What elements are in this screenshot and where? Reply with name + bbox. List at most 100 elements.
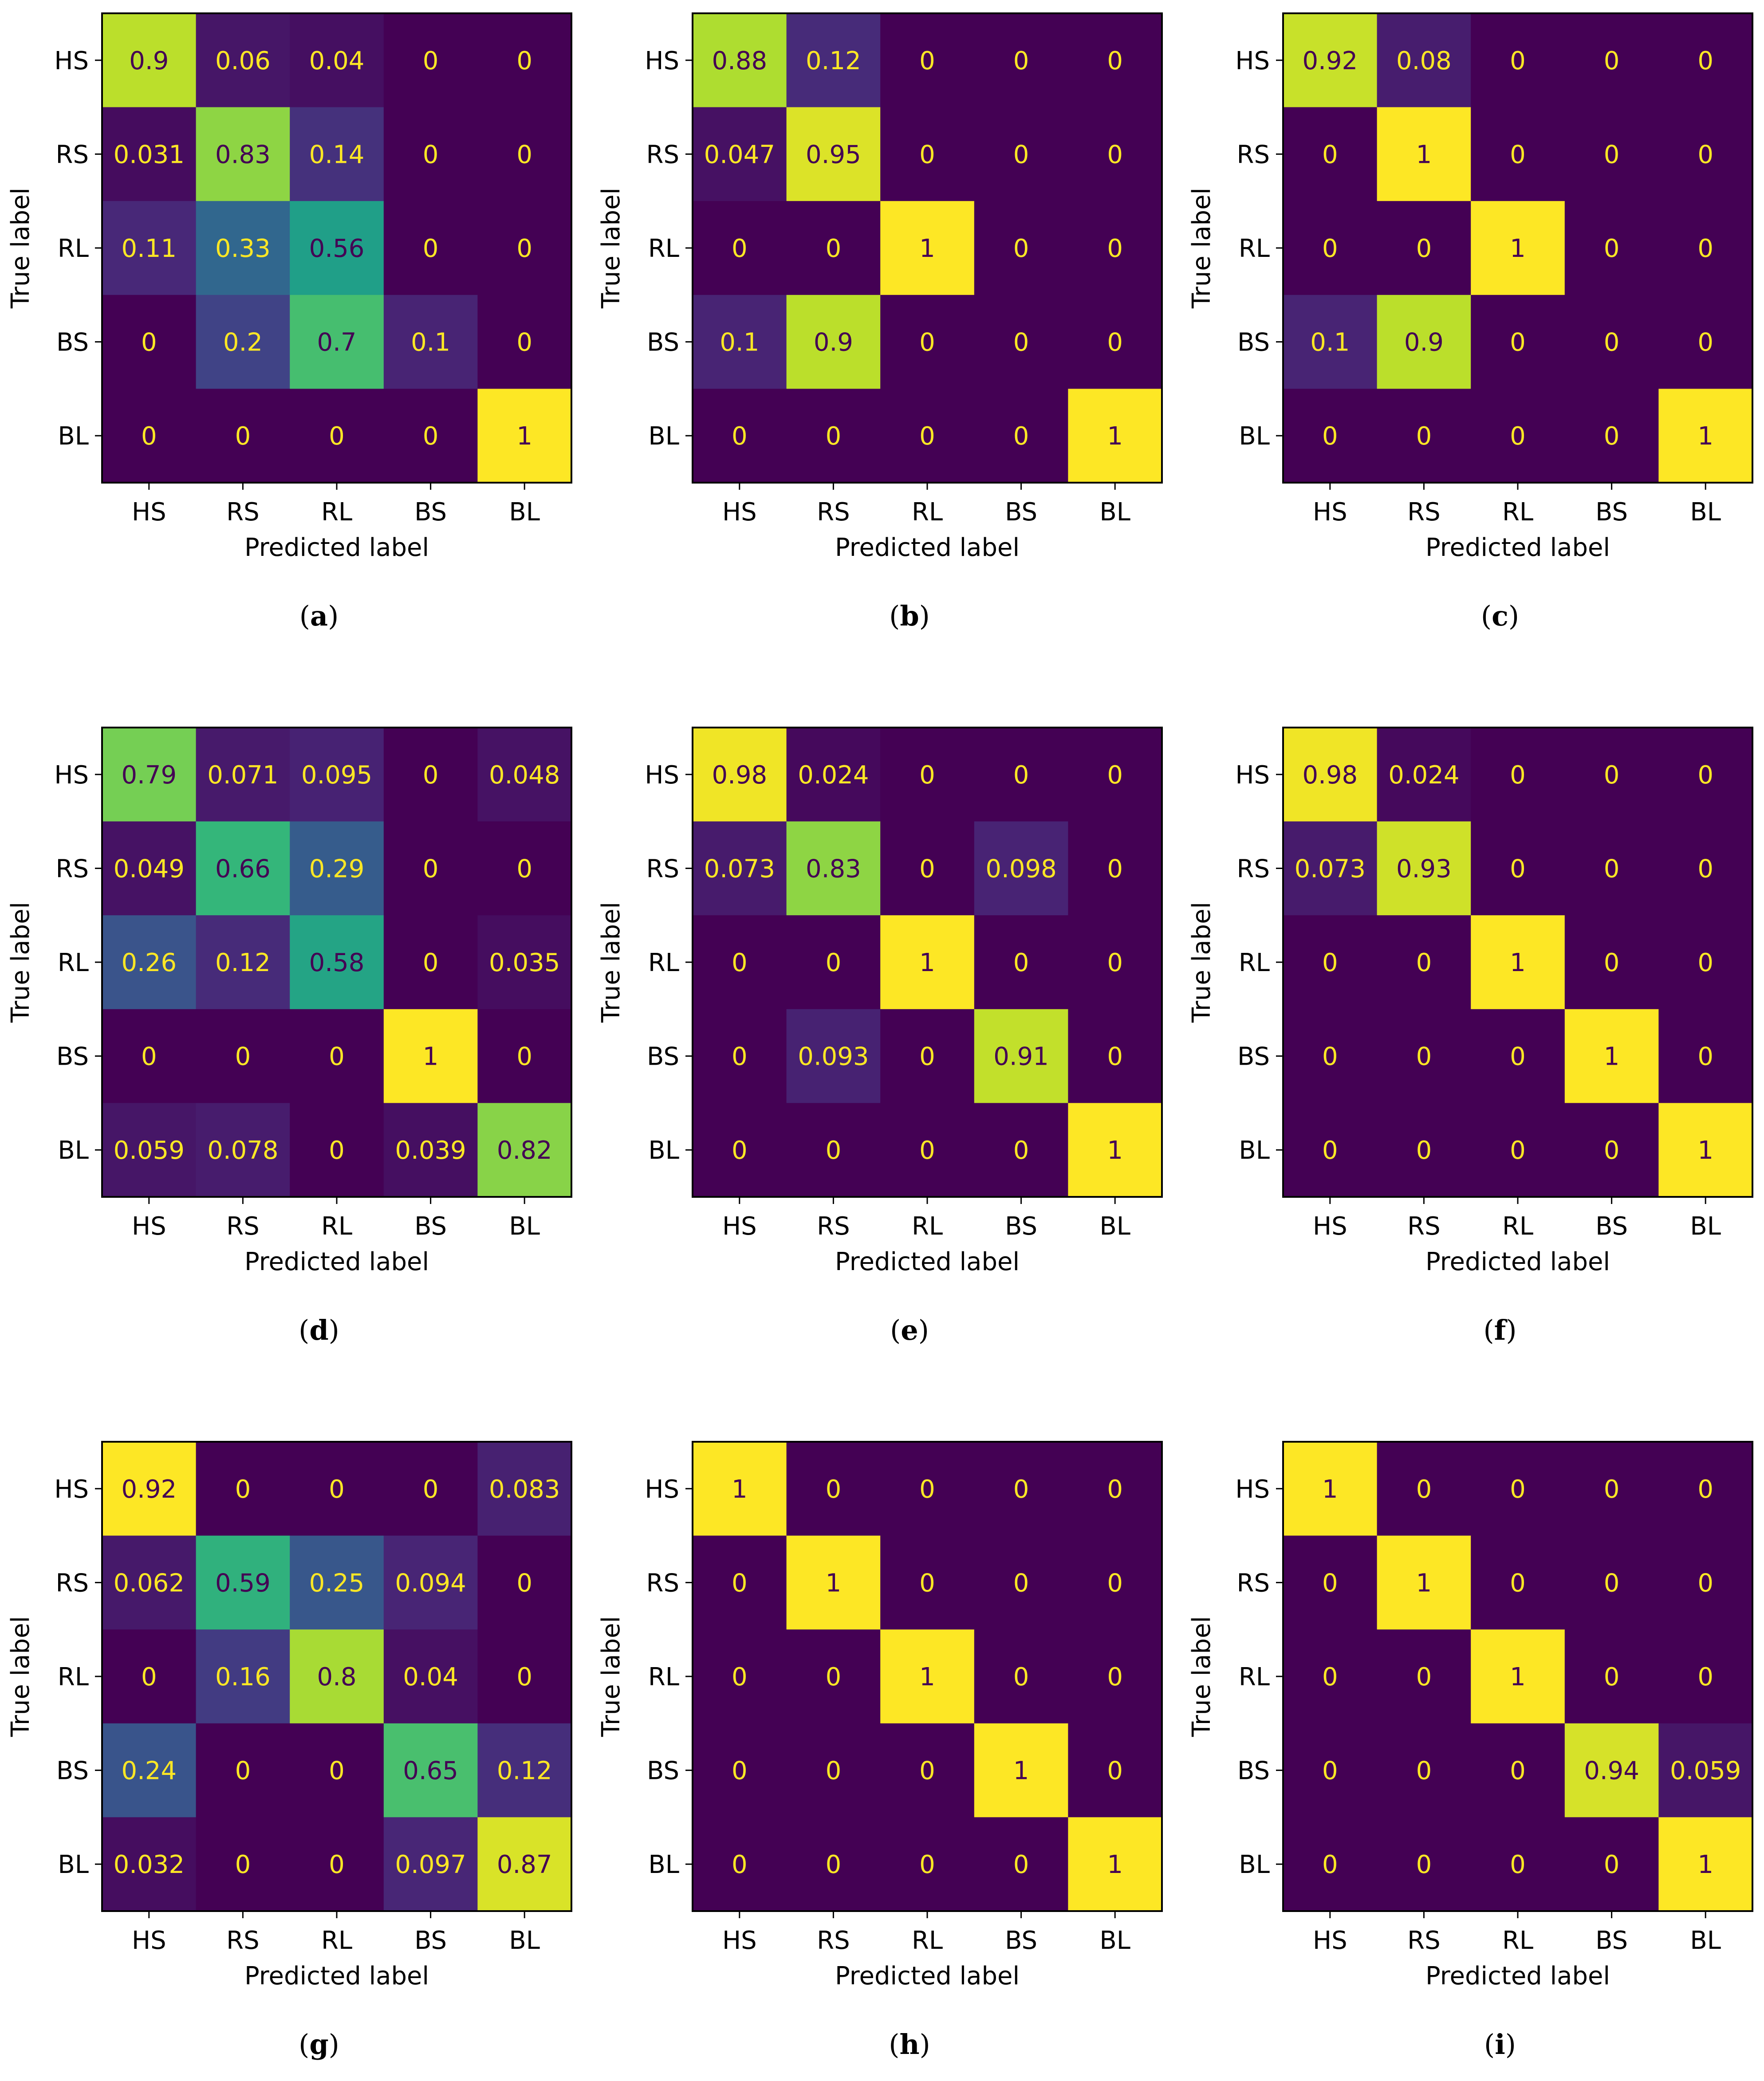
heatmap-cell [1377, 915, 1471, 1010]
heatmap-cell [477, 1817, 572, 1912]
cell-value-label: 0 [329, 1042, 345, 1071]
y-axis-label: True label [597, 1616, 626, 1737]
heatmap-cell [1283, 201, 1378, 295]
x-tick-label: BS [414, 1926, 447, 1955]
cell-value-label: 0 [329, 422, 345, 451]
cell-value-label: 0 [1107, 948, 1123, 977]
cell-value-label: 0 [1013, 948, 1029, 977]
cell-value-label: 0 [235, 1475, 251, 1504]
heatmap-cell [880, 1535, 975, 1630]
heatmap-cell [1377, 389, 1471, 483]
heatmap-cell [290, 821, 384, 916]
cell-value-label: 0 [1697, 761, 1713, 790]
cell-value-label: 0 [1604, 1475, 1620, 1504]
x-tick-label: BS [1595, 1212, 1628, 1241]
x-axis-label: Predicted label [244, 1247, 429, 1276]
cell-value-label: 0 [1107, 854, 1123, 883]
x-tick-label: HS [722, 1212, 757, 1241]
heatmap-cell [880, 1629, 975, 1724]
heatmap-cell [786, 1535, 881, 1630]
cell-value-label: 0 [1107, 328, 1123, 357]
cell-value-label: 0 [919, 1136, 935, 1165]
cell-value-label: 0.059 [114, 1136, 185, 1165]
heatmap-cell [1471, 389, 1565, 483]
heatmap-cell [786, 915, 881, 1010]
cell-value-label: 0 [1510, 422, 1526, 451]
panel-caption: (h) [889, 2028, 930, 2061]
cell-value-label: 0 [516, 1663, 532, 1692]
heatmap-cell [1377, 1629, 1471, 1724]
heatmap-cell [786, 295, 881, 389]
cell-value-label: 0 [423, 854, 439, 883]
heatmap-cell [693, 1629, 787, 1724]
x-tick-label: RS [226, 1212, 259, 1241]
cell-value-label: 0 [1013, 1850, 1029, 1879]
cell-value-label: 1 [919, 234, 935, 263]
heatmap-cell [1564, 201, 1659, 295]
y-tick-label: HS [645, 1475, 679, 1504]
x-tick-label: HS [722, 498, 757, 527]
cell-value-label: 0.91 [993, 1042, 1049, 1071]
heatmap-cell [693, 1442, 787, 1536]
heatmap-cell [1658, 389, 1753, 483]
heatmap-cell [693, 915, 787, 1010]
cell-value-label: 0 [826, 948, 842, 977]
y-axis-label: True label [597, 188, 626, 309]
heatmap-cell [974, 13, 1068, 108]
caption-letter: a [310, 600, 328, 632]
caption-close-paren: ) [328, 600, 339, 632]
heatmap-cell [974, 107, 1068, 201]
heatmap-cell [102, 821, 197, 916]
cell-value-label: 0.1 [411, 328, 450, 357]
cell-value-label: 0 [732, 1042, 748, 1071]
cell-value-label: 0 [1013, 1663, 1029, 1692]
heatmap-cell [1564, 1817, 1659, 1912]
caption-letter: c [1492, 600, 1508, 632]
heatmap-cell [693, 107, 787, 201]
cell-value-label: 0 [1322, 422, 1338, 451]
panel-caption: (i) [1484, 2028, 1516, 2061]
cell-value-label: 0 [732, 1136, 748, 1165]
heatmap-cell [1377, 1723, 1471, 1817]
cell-value-label: 1 [516, 422, 532, 451]
cell-value-label: 0 [1510, 1136, 1526, 1165]
cell-value-label: 0 [329, 1475, 345, 1504]
y-tick-label: BS [56, 1042, 89, 1071]
cell-value-label: 1 [1604, 1042, 1620, 1071]
cell-value-label: 0 [826, 1136, 842, 1165]
heatmap-cell [102, 1817, 197, 1912]
heatmap-cell [1068, 1535, 1162, 1630]
cell-value-label: 0 [1416, 1136, 1432, 1165]
heatmap-cell [974, 728, 1068, 822]
cell-value-label: 0 [516, 140, 532, 169]
heatmap-cell [1068, 107, 1162, 201]
y-axis-label: True label [6, 1616, 35, 1737]
heatmap-cell [102, 1442, 197, 1536]
cell-value-label: 0.14 [309, 140, 365, 169]
heatmap-cell [1068, 13, 1162, 108]
x-tick-label: BL [509, 1212, 540, 1241]
heatmap-cell [880, 821, 975, 916]
cell-value-label: 0 [1107, 761, 1123, 790]
heatmap-cell [102, 13, 197, 108]
cell-value-label: 0 [1697, 948, 1713, 977]
cell-value-label: 0.56 [309, 234, 365, 263]
cell-value-label: 0 [1604, 1569, 1620, 1597]
heatmap-cell [102, 1009, 197, 1103]
heatmap-cell [1658, 1629, 1753, 1724]
heatmap-cell [290, 1103, 384, 1197]
heatmap-cell [1658, 1535, 1753, 1630]
cell-value-label: 0 [1604, 761, 1620, 790]
heatmap-cell [693, 1723, 787, 1817]
heatmap-cell [880, 1817, 975, 1912]
heatmap-cell [1471, 915, 1565, 1010]
cell-value-label: 0 [235, 1850, 251, 1879]
heatmap-cell [196, 107, 290, 201]
heatmap-cell [1564, 1629, 1659, 1724]
cell-value-label: 0.024 [1388, 761, 1459, 790]
cell-value-label: 0.024 [798, 761, 869, 790]
heatmap-cell [974, 389, 1068, 483]
cell-value-label: 0 [919, 140, 935, 169]
heatmap-cell [383, 728, 478, 822]
cell-value-label: 0 [516, 234, 532, 263]
